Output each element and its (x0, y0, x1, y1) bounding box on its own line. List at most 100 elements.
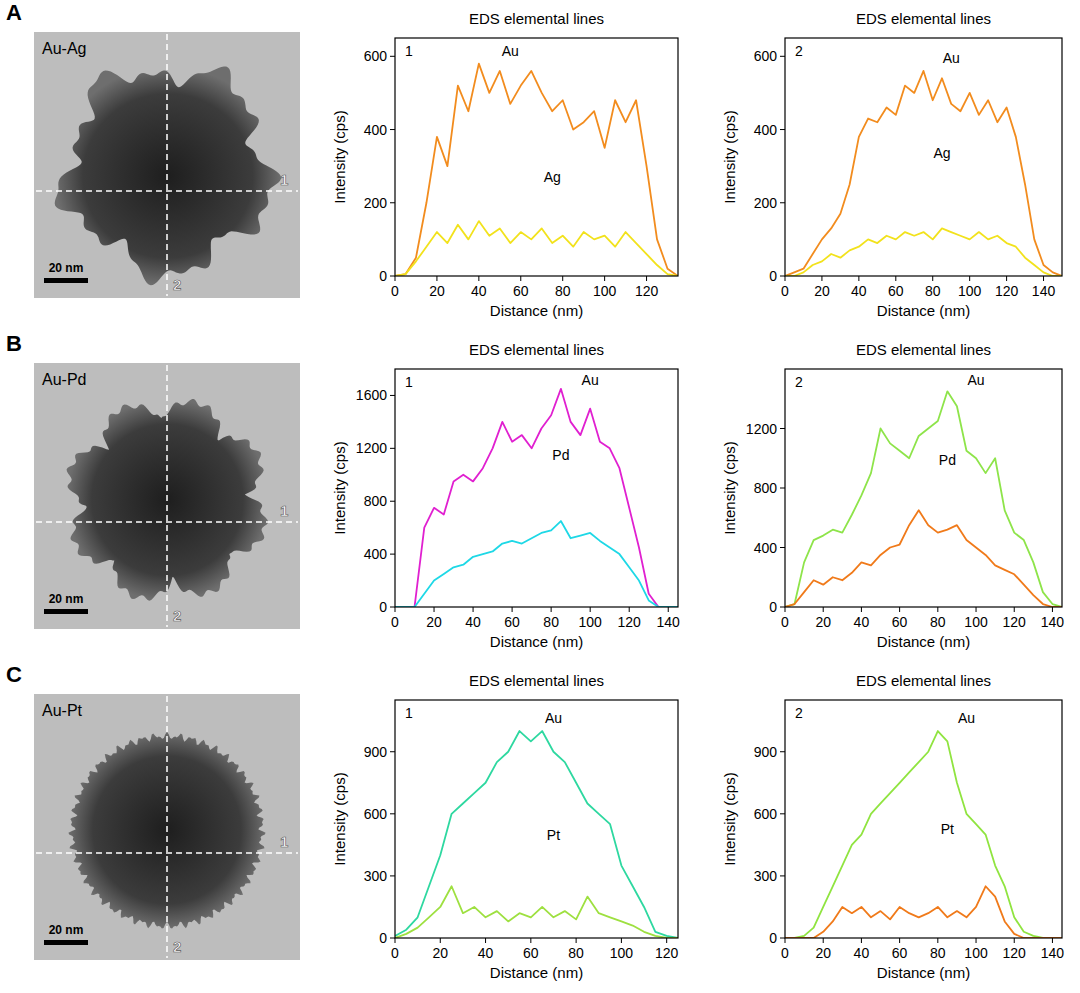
scan-label: 2 (173, 938, 181, 955)
x-tick (858, 276, 859, 281)
x-tick (621, 938, 622, 943)
y-tick (780, 607, 785, 608)
image-label: Au-Pt (42, 702, 83, 719)
chart-title: EDS elemental lines (856, 672, 991, 689)
label-patch (500, 43, 521, 59)
panel-letter: C (6, 662, 22, 687)
y-tick (780, 276, 785, 277)
series-line (785, 731, 1062, 938)
x-tick (395, 276, 396, 281)
x-axis-title: Distance (nm) (877, 302, 970, 319)
x-tick (861, 607, 862, 612)
y-tick (780, 488, 785, 489)
x-tick (785, 607, 786, 612)
y-tick (780, 202, 785, 203)
x-tick (1006, 276, 1007, 281)
x-axis-title: Distance (nm) (490, 964, 583, 981)
plot-frame (395, 369, 678, 607)
x-tick (604, 276, 605, 281)
x-tick (932, 276, 933, 281)
y-tick (390, 554, 395, 555)
x-tick (1014, 938, 1015, 943)
x-tick-label: 140 (1032, 283, 1056, 299)
y-tick (390, 276, 395, 277)
y-tick (780, 547, 785, 548)
label-patch (580, 372, 601, 388)
figure: A12Au-Ag20 nmB12Au-Pd20 nmC12Au-Pt20 nmE… (0, 0, 1080, 993)
image-background (34, 32, 300, 298)
x-tick-label: 20 (814, 283, 830, 299)
chart-title: EDS elemental lines (469, 10, 604, 27)
x-tick (821, 276, 822, 281)
scan-number: 2 (795, 374, 803, 390)
x-tick (937, 607, 938, 612)
x-tick (576, 938, 577, 943)
x-tick-label: 0 (781, 283, 789, 299)
scan-number: 2 (795, 43, 803, 59)
x-tick-label: 140 (1041, 945, 1065, 961)
x-tick-label: 0 (391, 945, 399, 961)
x-tick-label: 80 (568, 945, 584, 961)
x-tick (666, 938, 667, 943)
y-tick (390, 395, 395, 396)
chart: EDS elemental lines020040060002040608010… (721, 10, 1062, 319)
y-tick-label: 400 (364, 122, 388, 138)
scale-bar-label: 20 nm (49, 261, 84, 275)
y-tick-label: 300 (364, 868, 388, 884)
x-tick-label: 100 (964, 614, 988, 630)
chart-title: EDS elemental lines (856, 341, 991, 358)
x-tick-label: 20 (426, 614, 442, 630)
scan-line (166, 365, 168, 627)
x-tick-label: 80 (925, 283, 941, 299)
x-tick-label: 120 (995, 283, 1019, 299)
scale-bar-label: 20 nm (49, 923, 84, 937)
x-tick (976, 938, 977, 943)
y-tick-label: 400 (364, 546, 388, 562)
x-tick (473, 607, 474, 612)
x-tick-label: 80 (930, 614, 946, 630)
x-tick (562, 276, 563, 281)
series-label: Pd (939, 452, 956, 468)
y-tick-label: 0 (769, 599, 777, 615)
x-tick (895, 276, 896, 281)
scan-label: 2 (173, 607, 181, 624)
scan-line (36, 852, 298, 854)
x-axis-title: Distance (nm) (490, 633, 583, 650)
y-tick-label: 600 (754, 48, 778, 64)
plot-frame (395, 700, 678, 938)
series-line (395, 521, 678, 607)
y-tick (390, 448, 395, 449)
y-tick-label: 900 (754, 744, 778, 760)
x-tick (937, 938, 938, 943)
x-tick-label: 100 (593, 283, 617, 299)
x-axis-title: Distance (nm) (877, 964, 970, 981)
x-tick-label: 0 (781, 945, 789, 961)
x-tick (395, 607, 396, 612)
chart-title: EDS elemental lines (469, 341, 604, 358)
y-tick-label: 1600 (356, 387, 387, 403)
x-tick (1052, 607, 1053, 612)
series-label: Au (545, 710, 562, 726)
plot-area (395, 389, 678, 607)
x-tick-label: 80 (543, 614, 559, 630)
x-tick (436, 276, 437, 281)
image-background (34, 694, 300, 960)
plot-frame (785, 700, 1062, 938)
x-tick-label: 40 (478, 945, 494, 961)
series-line (395, 64, 678, 276)
plot-frame (395, 38, 678, 276)
x-tick-label: 120 (618, 614, 642, 630)
y-tick-label: 0 (769, 930, 777, 946)
x-tick-label: 100 (578, 614, 602, 630)
x-tick-label: 40 (471, 283, 487, 299)
label-patch (550, 447, 571, 463)
x-tick-label: 60 (892, 614, 908, 630)
y-tick-label: 900 (364, 744, 388, 760)
scan-line (36, 521, 298, 523)
x-tick (1014, 607, 1015, 612)
x-tick (899, 607, 900, 612)
y-tick (780, 751, 785, 752)
y-tick-label: 0 (379, 268, 387, 284)
y-tick-label: 0 (379, 930, 387, 946)
x-tick-label: 120 (655, 945, 679, 961)
